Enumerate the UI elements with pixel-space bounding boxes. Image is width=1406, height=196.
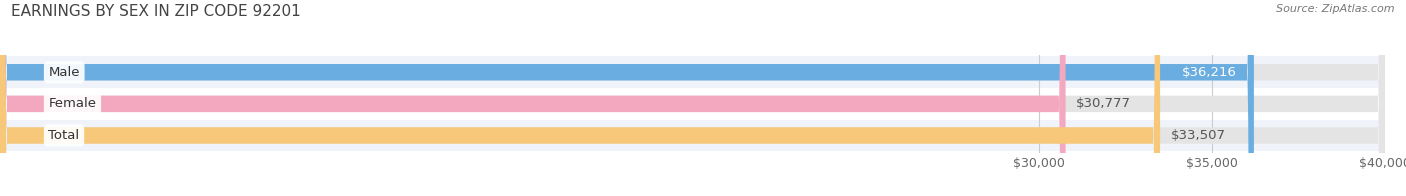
Text: Female: Female xyxy=(48,97,97,110)
Text: Total: Total xyxy=(48,129,80,142)
FancyBboxPatch shape xyxy=(0,0,1066,196)
Bar xyxy=(0,120,1385,151)
Text: EARNINGS BY SEX IN ZIP CODE 92201: EARNINGS BY SEX IN ZIP CODE 92201 xyxy=(11,4,301,19)
Text: $30,777: $30,777 xyxy=(1076,97,1130,110)
Bar xyxy=(0,88,1385,120)
FancyBboxPatch shape xyxy=(0,0,1160,196)
Text: $36,216: $36,216 xyxy=(1181,66,1237,79)
Text: $33,507: $33,507 xyxy=(1170,129,1226,142)
Text: Source: ZipAtlas.com: Source: ZipAtlas.com xyxy=(1277,4,1395,14)
Text: Male: Male xyxy=(48,66,80,79)
FancyBboxPatch shape xyxy=(0,0,1254,196)
Bar xyxy=(0,56,1385,88)
